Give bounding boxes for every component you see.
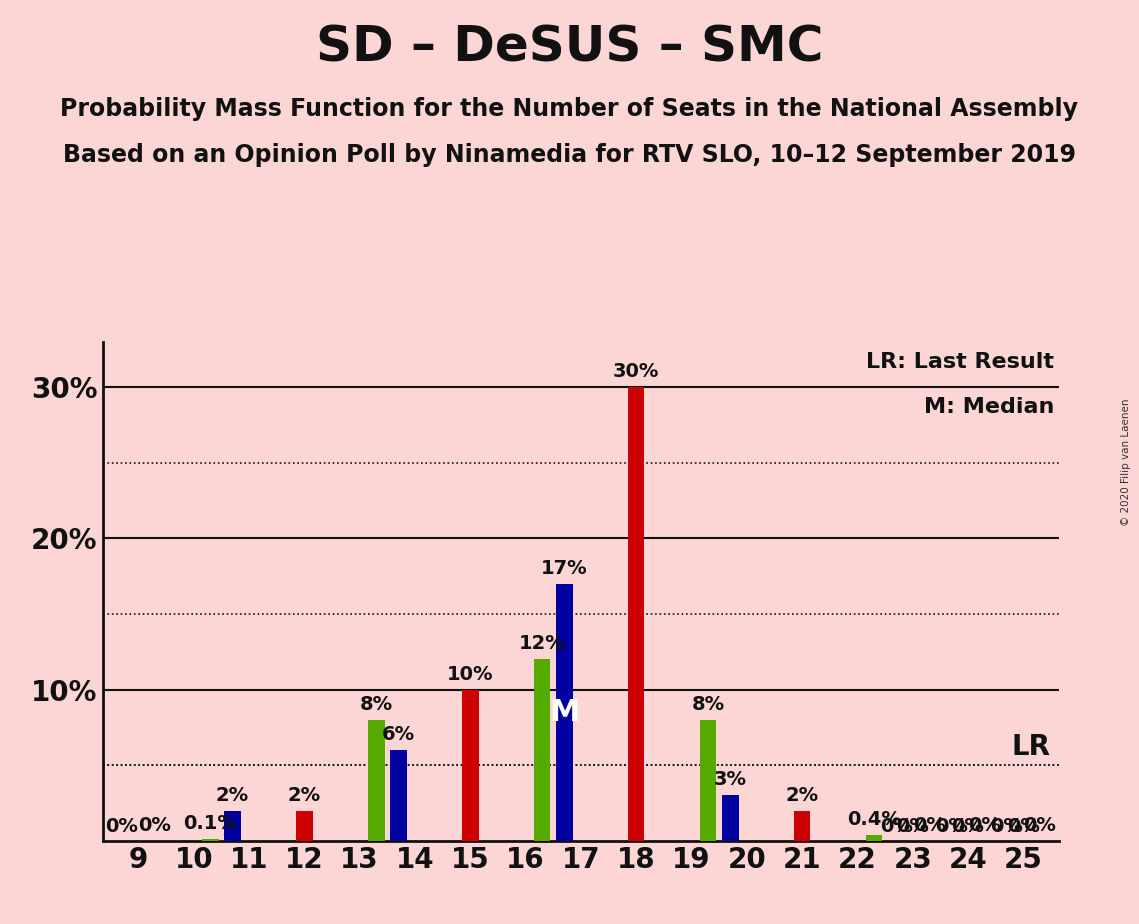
Text: © 2020 Filip van Laenen: © 2020 Filip van Laenen	[1121, 398, 1131, 526]
Text: 17%: 17%	[541, 559, 588, 578]
Bar	[794, 810, 811, 841]
Text: 30%: 30%	[613, 362, 659, 382]
Text: 0%: 0%	[879, 817, 912, 835]
Bar	[628, 387, 645, 841]
Text: LR: Last Result: LR: Last Result	[867, 352, 1055, 371]
Text: Based on an Opinion Poll by Ninamedia for RTV SLO, 10–12 September 2019: Based on an Opinion Poll by Ninamedia fo…	[63, 143, 1076, 167]
Bar	[368, 720, 385, 841]
Text: SD – DeSUS – SMC: SD – DeSUS – SMC	[316, 23, 823, 71]
Bar	[722, 796, 738, 841]
Bar	[390, 750, 407, 841]
Text: 0.1%: 0.1%	[183, 814, 237, 833]
Bar	[866, 834, 883, 841]
Text: 0%: 0%	[139, 816, 172, 834]
Text: 0%: 0%	[106, 817, 138, 835]
Text: 10%: 10%	[446, 664, 493, 684]
Text: 2%: 2%	[288, 785, 321, 805]
Text: 0%: 0%	[1024, 816, 1056, 834]
Bar	[699, 720, 716, 841]
Text: 12%: 12%	[518, 635, 566, 653]
Text: 0%: 0%	[1007, 817, 1040, 835]
Bar	[534, 660, 550, 841]
Text: 2%: 2%	[216, 785, 249, 805]
Text: 0%: 0%	[935, 817, 968, 835]
Text: 0%: 0%	[968, 816, 1001, 834]
Text: 0%: 0%	[896, 817, 929, 835]
Text: 0.4%: 0.4%	[847, 809, 901, 829]
Text: M: Median: M: Median	[924, 396, 1055, 417]
Text: 8%: 8%	[360, 695, 393, 714]
Bar	[462, 689, 478, 841]
Text: 3%: 3%	[714, 771, 747, 789]
Text: 2%: 2%	[786, 785, 819, 805]
Bar	[556, 584, 573, 841]
Bar	[202, 839, 219, 841]
Bar	[296, 810, 313, 841]
Text: 0%: 0%	[951, 817, 984, 835]
Text: 8%: 8%	[691, 695, 724, 714]
Bar	[224, 810, 240, 841]
Text: M: M	[549, 698, 580, 727]
Text: 0%: 0%	[912, 816, 945, 834]
Text: LR: LR	[1011, 733, 1051, 760]
Text: 6%: 6%	[382, 725, 415, 744]
Text: 0%: 0%	[990, 817, 1023, 835]
Text: Probability Mass Function for the Number of Seats in the National Assembly: Probability Mass Function for the Number…	[60, 97, 1079, 121]
